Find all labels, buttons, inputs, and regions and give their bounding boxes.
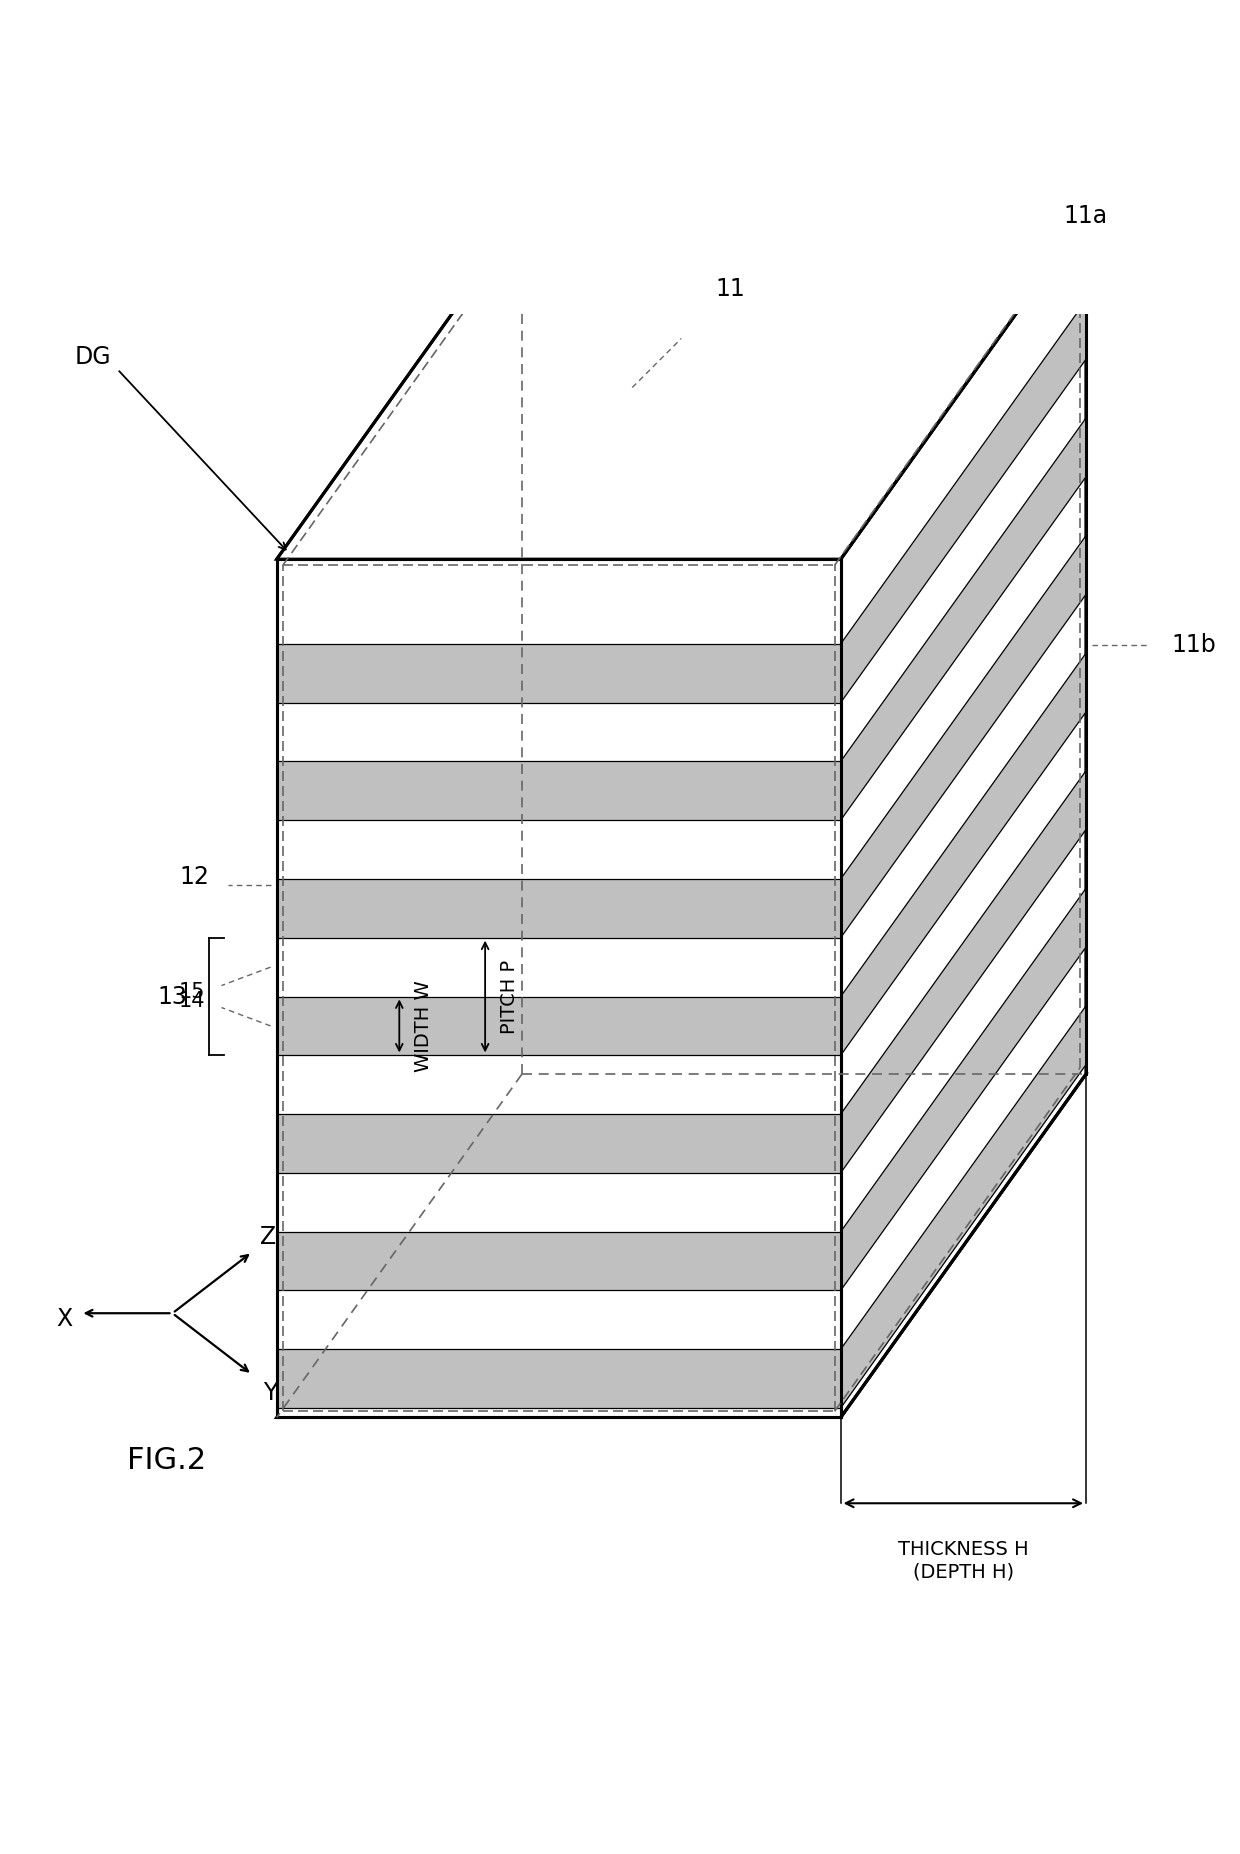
Polygon shape bbox=[277, 1114, 841, 1174]
Polygon shape bbox=[841, 215, 1086, 1418]
Text: 11: 11 bbox=[715, 278, 745, 302]
Text: PITCH P: PITCH P bbox=[500, 960, 518, 1033]
Text: DG: DG bbox=[74, 345, 112, 369]
Text: 15: 15 bbox=[179, 981, 206, 1001]
Polygon shape bbox=[841, 300, 1086, 703]
Text: Z: Z bbox=[260, 1225, 277, 1250]
Polygon shape bbox=[277, 997, 841, 1055]
Polygon shape bbox=[841, 536, 1086, 938]
Text: 13: 13 bbox=[157, 984, 187, 1009]
Text: FIG.2: FIG.2 bbox=[126, 1446, 206, 1476]
Text: Y: Y bbox=[263, 1381, 278, 1405]
Polygon shape bbox=[841, 653, 1086, 1055]
Polygon shape bbox=[277, 1231, 841, 1290]
Polygon shape bbox=[277, 762, 841, 819]
Polygon shape bbox=[841, 419, 1086, 819]
Text: THICKNESS H
(DEPTH H): THICKNESS H (DEPTH H) bbox=[898, 1541, 1029, 1581]
Polygon shape bbox=[841, 771, 1086, 1174]
Text: 14: 14 bbox=[179, 992, 206, 1012]
Polygon shape bbox=[841, 1007, 1086, 1407]
Text: WIDTH W: WIDTH W bbox=[414, 981, 433, 1072]
Polygon shape bbox=[277, 879, 841, 938]
Text: 11a: 11a bbox=[1064, 204, 1109, 228]
Text: X: X bbox=[57, 1307, 73, 1331]
Polygon shape bbox=[277, 1073, 1086, 1418]
Polygon shape bbox=[277, 215, 1086, 560]
Text: 11b: 11b bbox=[1172, 632, 1216, 656]
Polygon shape bbox=[841, 888, 1086, 1290]
Polygon shape bbox=[277, 643, 841, 703]
Text: 12: 12 bbox=[180, 864, 210, 888]
Polygon shape bbox=[277, 560, 841, 1418]
Polygon shape bbox=[277, 1350, 841, 1407]
